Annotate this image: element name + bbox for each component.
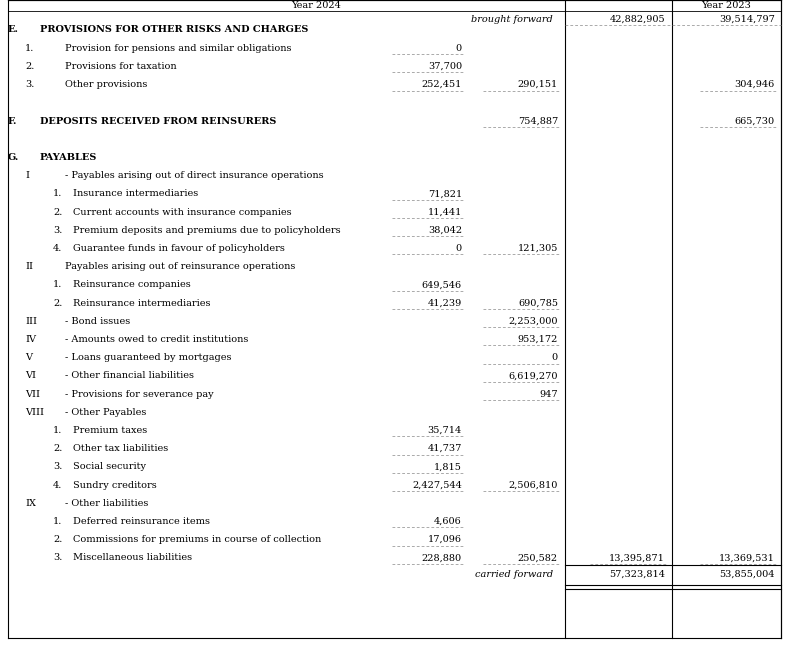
Text: DEPOSITS RECEIVED FROM REINSURERS: DEPOSITS RECEIVED FROM REINSURERS [40,116,276,125]
Text: 2,253,000: 2,253,000 [508,317,558,326]
Text: 17,096: 17,096 [428,535,462,544]
Text: 6,619,270: 6,619,270 [508,371,558,380]
Text: 37,700: 37,700 [428,62,462,71]
Text: Reinsurance companies: Reinsurance companies [73,280,191,289]
Text: Commissions for premiums in course of collection: Commissions for premiums in course of co… [73,535,321,544]
Text: 947: 947 [540,390,558,399]
Text: IV: IV [25,335,36,344]
Text: 42,882,905: 42,882,905 [609,14,665,23]
Text: 13,395,871: 13,395,871 [609,554,665,562]
Text: carried forward: carried forward [475,570,553,579]
Text: Miscellaneous liabilities: Miscellaneous liabilities [73,554,193,562]
Text: Reinsurance intermediaries: Reinsurance intermediaries [73,298,211,307]
Text: Payables arising out of reinsurance operations: Payables arising out of reinsurance oper… [65,262,295,271]
Text: 2.: 2. [53,444,62,453]
Text: 3.: 3. [53,554,62,562]
Text: 1.: 1. [53,280,62,289]
Text: 953,172: 953,172 [518,335,558,344]
Text: PAYABLES: PAYABLES [40,153,97,162]
Text: 121,305: 121,305 [518,244,558,253]
Text: Provision for pensions and similar obligations: Provision for pensions and similar oblig… [65,44,291,53]
Text: VII: VII [25,390,40,399]
Text: 39,514,797: 39,514,797 [719,14,775,23]
Text: Other provisions: Other provisions [65,80,148,89]
Text: 3.: 3. [25,80,35,89]
Text: Year 2023: Year 2023 [701,1,751,10]
Text: 2.: 2. [53,535,62,544]
Text: Year 2024: Year 2024 [292,1,342,10]
Text: 2.: 2. [53,298,62,307]
Text: III: III [25,317,37,326]
Text: 228,880: 228,880 [422,554,462,562]
Text: Deferred reinsurance items: Deferred reinsurance items [73,517,210,526]
Text: 2,506,810: 2,506,810 [509,481,558,490]
Text: 41,737: 41,737 [428,444,462,453]
Text: 0: 0 [552,353,558,362]
Text: Guarantee funds in favour of policyholders: Guarantee funds in favour of policyholde… [73,244,285,253]
Text: 3.: 3. [53,463,62,472]
Text: - Provisions for severance pay: - Provisions for severance pay [65,390,214,399]
Text: Current accounts with insurance companies: Current accounts with insurance companie… [73,207,292,216]
Text: - Bond issues: - Bond issues [65,317,130,326]
Text: 250,582: 250,582 [518,554,558,562]
Text: Provisions for taxation: Provisions for taxation [65,62,177,71]
Text: 2.: 2. [25,62,35,71]
Text: 1.: 1. [53,426,62,435]
Text: - Payables arising out of direct insurance operations: - Payables arising out of direct insuran… [65,171,323,180]
Text: G.: G. [8,153,19,162]
Text: E.: E. [8,25,19,34]
Text: 0: 0 [456,44,462,53]
Text: brought forward: brought forward [471,14,553,23]
Text: 38,042: 38,042 [428,225,462,234]
Text: 304,946: 304,946 [735,80,775,89]
Text: 290,151: 290,151 [518,80,558,89]
Text: Other tax liabilities: Other tax liabilities [73,444,168,453]
Text: F.: F. [8,116,17,125]
Text: II: II [25,262,33,271]
Text: Social security: Social security [73,463,146,472]
Text: 0: 0 [456,244,462,253]
Text: 57,323,814: 57,323,814 [609,570,665,579]
Text: 11,441: 11,441 [428,207,462,216]
Text: 41,239: 41,239 [428,298,462,307]
Text: - Loans guaranteed by mortgages: - Loans guaranteed by mortgages [65,353,231,362]
Text: 1.: 1. [53,189,62,198]
Text: - Amounts owed to credit institutions: - Amounts owed to credit institutions [65,335,249,344]
Text: 1,815: 1,815 [434,463,462,472]
Text: 35,714: 35,714 [428,426,462,435]
Text: 71,821: 71,821 [428,189,462,198]
Text: 4.: 4. [53,481,62,490]
Text: VIII: VIII [25,408,44,417]
Text: 690,785: 690,785 [518,298,558,307]
Text: I: I [25,171,29,180]
Text: - Other liabilities: - Other liabilities [65,499,148,508]
Text: 2,427,544: 2,427,544 [412,481,462,490]
Text: 1.: 1. [25,44,35,53]
Text: - Other financial liabilities: - Other financial liabilities [65,371,194,380]
Text: PROVISIONS FOR OTHER RISKS AND CHARGES: PROVISIONS FOR OTHER RISKS AND CHARGES [40,25,308,34]
Text: Insurance intermediaries: Insurance intermediaries [73,189,198,198]
Text: 4,606: 4,606 [434,517,462,526]
Text: Sundry creditors: Sundry creditors [73,481,157,490]
Text: Premium taxes: Premium taxes [73,426,148,435]
Text: 649,546: 649,546 [422,280,462,289]
Text: 2.: 2. [53,207,62,216]
Text: Premium deposits and premiums due to policyholders: Premium deposits and premiums due to pol… [73,225,341,234]
Text: 13,369,531: 13,369,531 [719,554,775,562]
Text: 665,730: 665,730 [735,116,775,125]
Text: 53,855,004: 53,855,004 [720,570,775,579]
Text: 252,451: 252,451 [421,80,462,89]
Text: 4.: 4. [53,244,62,253]
Text: IX: IX [25,499,36,508]
Text: 754,887: 754,887 [518,116,558,125]
Text: V: V [25,353,32,362]
Text: 1.: 1. [53,517,62,526]
Text: 3.: 3. [53,225,62,234]
Text: - Other Payables: - Other Payables [65,408,147,417]
Text: VI: VI [25,371,36,380]
